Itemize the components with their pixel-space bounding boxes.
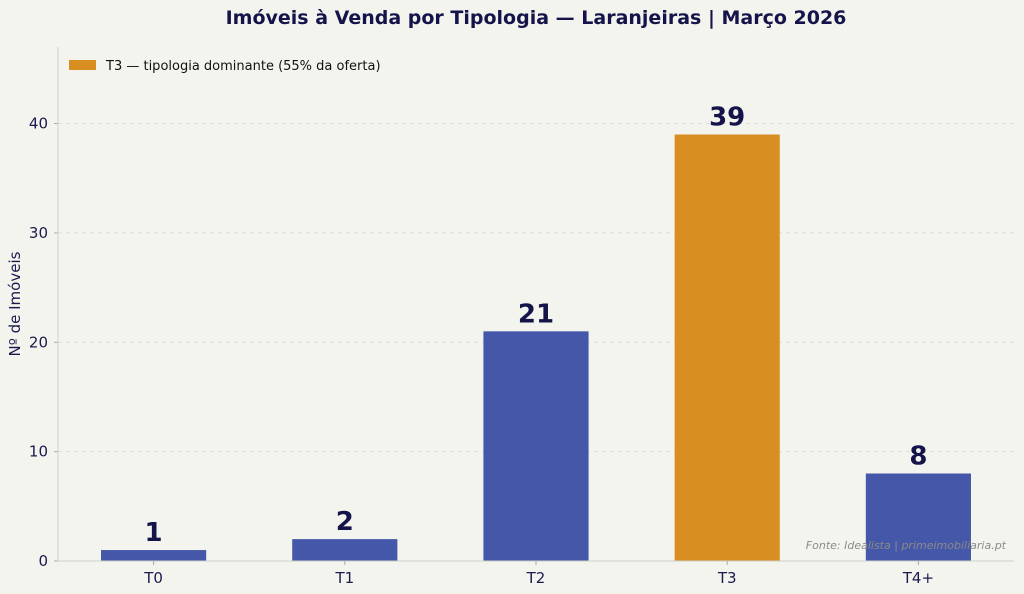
x-tick-label: T4+ — [902, 569, 934, 587]
chart-title: Imóveis à Venda por Tipologia — Laranjei… — [226, 7, 847, 29]
y-tick-label: 20 — [29, 333, 48, 351]
x-tick-label: T3 — [717, 569, 737, 587]
data-label: 1 — [145, 518, 163, 548]
data-label: 21 — [518, 299, 554, 329]
y-axis-label: Nº de Imóveis — [6, 251, 24, 356]
x-tick-label: T1 — [334, 569, 354, 587]
y-tick-label: 10 — [29, 443, 48, 461]
y-tick-label: 30 — [29, 224, 48, 242]
source-annotation: Fonte: Idealista | primeimobiliaria.pt — [806, 539, 1007, 552]
legend: T3 — tipologia dominante (55% da oferta) — [69, 59, 381, 74]
bar-t1 — [292, 539, 398, 561]
axes: 0 10 20 30 40 T0 T1 T2 T3 T4+ — [29, 47, 1014, 587]
x-tick-label: T2 — [526, 569, 546, 587]
data-label: 39 — [709, 102, 745, 132]
bars: 1 2 21 39 8 — [101, 102, 971, 561]
y-tick-label: 40 — [29, 115, 48, 133]
x-tick-label: T0 — [143, 569, 163, 587]
data-label: 2 — [336, 507, 354, 537]
legend-label: T3 — tipologia dominante (55% da oferta) — [105, 59, 381, 74]
legend-swatch — [69, 60, 96, 70]
y-tick-label: 0 — [38, 552, 48, 570]
bar-t4plus — [865, 473, 971, 561]
bar-t0 — [101, 550, 207, 561]
data-label: 8 — [909, 442, 927, 472]
bar-t3 — [674, 134, 780, 561]
bar-t2 — [483, 331, 589, 561]
